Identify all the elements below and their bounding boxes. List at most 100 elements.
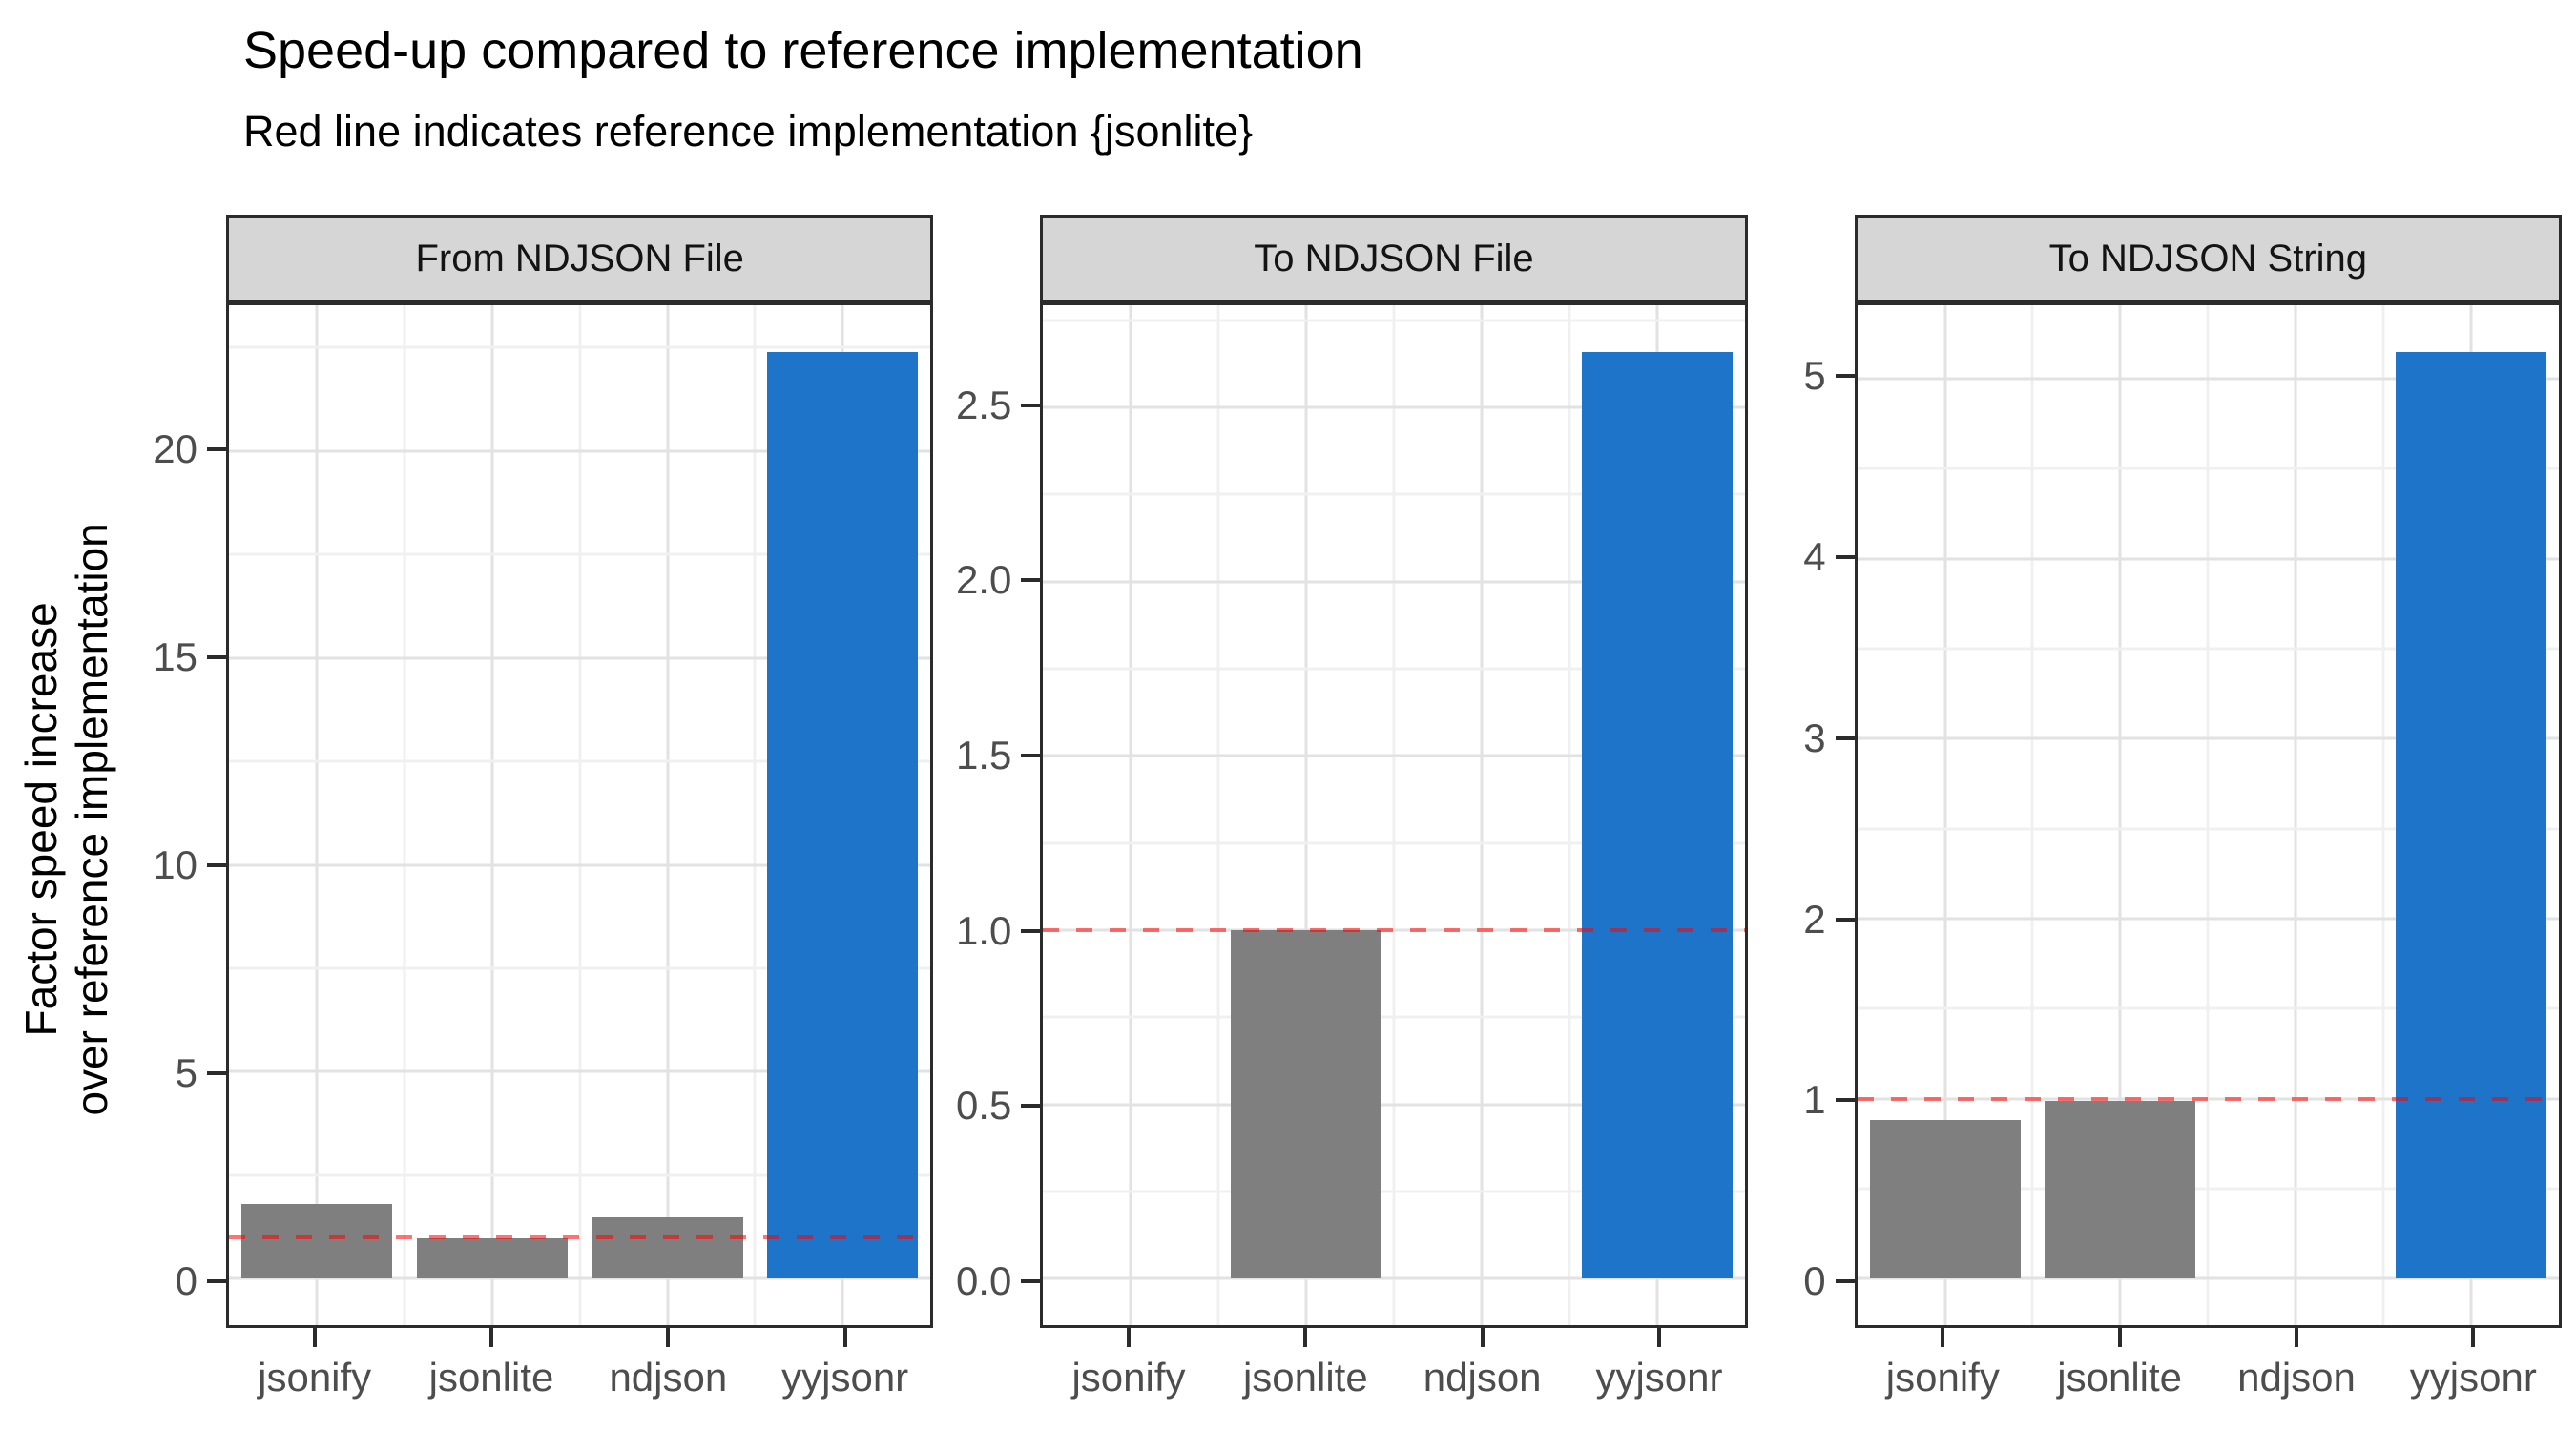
gridline-minor-h [1857, 827, 2559, 831]
y-tick-label: 2 [1803, 896, 1826, 942]
y-tick-label: 5 [1803, 353, 1826, 399]
gridline-minor-h [1043, 1190, 1745, 1193]
x-tick-label-jsonlite: jsonlite [1242, 1355, 1368, 1400]
x-tick-label-yyjsonr: yyjsonr [1595, 1355, 1723, 1400]
gridline-major-h [229, 863, 931, 867]
gridline-minor-h [1043, 841, 1745, 845]
x-tick-mark [842, 1328, 847, 1347]
y-axis-title-line2: over reference implementation [67, 523, 117, 1116]
gridline-major-v [666, 305, 670, 1325]
x-tick-label-yyjsonr: yyjsonr [781, 1355, 909, 1400]
gridline-minor-h [1857, 1187, 2559, 1191]
gridline-major-h [1043, 1103, 1745, 1107]
gridline-major-v [2118, 305, 2122, 1325]
gridline-major-v [1943, 305, 1947, 1325]
x-tick-label-jsonify: jsonify [1885, 1355, 2000, 1400]
y-tick-label: 0 [175, 1258, 197, 1304]
facet-strip-label: To NDJSON String [2048, 237, 2368, 280]
y-tick-label: 20 [153, 425, 197, 471]
x-tick-label-jsonify: jsonify [258, 1355, 372, 1400]
x-tick-label-jsonlite: jsonlite [2057, 1355, 2183, 1400]
bar-yyjsonr [1581, 351, 1733, 1279]
gridline-major-h [229, 449, 931, 453]
gridline-major-h [1043, 754, 1745, 757]
reference-line [229, 1235, 931, 1240]
gridline-major-v [1480, 305, 1484, 1325]
gridline-minor-v [1392, 305, 1396, 1325]
y-tick-label: 1.5 [955, 733, 1012, 778]
y-tick-mark [207, 1070, 226, 1075]
x-tick-label-yyjsonr: yyjsonr [2409, 1355, 2537, 1400]
facet-strip: To NDJSON String [1854, 215, 2562, 302]
gridline-major-h [1857, 377, 2559, 381]
x-tick-mark [1941, 1328, 1945, 1347]
gridline-major-h [229, 1276, 931, 1280]
gridline-major-h [1857, 557, 2559, 561]
gridline-minor-v [2206, 305, 2210, 1325]
y-axis-2: 0.0 0.5 1.0 1.5 2.0 2.5 [933, 215, 1041, 1424]
y-tick-label: 5 [175, 1049, 197, 1095]
gridline-minor-h [1043, 1015, 1745, 1019]
x-tick-label-ndjson: ndjson [2237, 1355, 2356, 1400]
bar-jsonify [240, 1204, 392, 1279]
x-tick-mark [2117, 1328, 2122, 1347]
x-axis: jsonify jsonlite ndjson yyjsonr [226, 1328, 933, 1420]
panel-column-1: From NDJSON File jsonify jsonlite ndjson yyj… [226, 215, 934, 1424]
gridline-minor-v [578, 305, 582, 1325]
gridline-minor-h [229, 552, 931, 556]
y-tick-mark [1021, 403, 1041, 407]
gridline-minor-v [403, 305, 406, 1325]
x-tick-mark [2471, 1328, 2476, 1347]
y-axis-title-line1: Factor speed increase [16, 602, 67, 1037]
bar-ndjson [592, 1217, 743, 1279]
y-tick-mark [1835, 555, 1855, 560]
reference-line [1043, 928, 1745, 933]
y-axis-1: 0 5 10 15 20 [119, 215, 226, 1424]
chart-title: Speed-up compared to reference implement… [243, 22, 1363, 79]
y-axis-title: Factor speed increase over reference imp… [14, 215, 119, 1424]
facets: 0 5 10 15 20 From NDJSON File jsonify jsonlite n… [119, 215, 2562, 1424]
facet-strip: To NDJSON File [1040, 215, 1748, 302]
x-tick-mark [2294, 1328, 2298, 1347]
y-tick-label: 3 [1803, 715, 1826, 760]
x-tick-mark [312, 1328, 317, 1347]
facet-strip-label: From NDJSON File [415, 237, 744, 280]
y-tick-mark [1835, 374, 1855, 379]
facet-strip-label: To NDJSON File [1254, 237, 1534, 280]
gridline-major-h [1043, 580, 1745, 584]
x-tick-mark [1480, 1328, 1485, 1347]
y-tick-label: 1.0 [955, 907, 1012, 953]
gridline-major-h [1857, 736, 2559, 740]
gridline-major-v [2294, 305, 2297, 1325]
gridline-minor-h [229, 1173, 931, 1177]
y-tick-label: 10 [153, 841, 197, 887]
y-tick-mark [207, 862, 226, 867]
facet-strip: From NDJSON File [226, 215, 934, 302]
gridline-major-v [1304, 305, 1308, 1325]
facet-panel-3: 0 1 2 3 4 5 To NDJSON String jsonify jsonlite ndj… [1748, 215, 2562, 1424]
gridline-minor-h [1857, 467, 2559, 470]
bar-yyjsonr [767, 351, 919, 1279]
gridline-major-h [1857, 1276, 2559, 1280]
y-tick-mark [207, 446, 226, 451]
plot-area [1040, 302, 1748, 1328]
y-tick-label: 0 [1803, 1258, 1826, 1304]
bar-jsonify [1869, 1120, 2021, 1279]
x-tick-label-jsonify: jsonify [1071, 1355, 1186, 1400]
y-tick-label: 0.5 [955, 1083, 1012, 1129]
x-tick-label-ndjson: ndjson [1423, 1355, 1542, 1400]
chart-row: Factor speed increase over reference imp… [14, 215, 2562, 1424]
y-tick-label: 0.0 [955, 1258, 1012, 1304]
facet-panel-2: 0.0 0.5 1.0 1.5 2.0 2.5 To NDJSON File jsonify j… [933, 215, 1748, 1424]
y-tick-mark [1021, 754, 1041, 758]
gridline-minor-h [1857, 1006, 2559, 1010]
y-tick-mark [1021, 1279, 1041, 1284]
gridline-major-h [1857, 917, 2559, 921]
gridline-minor-v [753, 305, 757, 1325]
bar-jsonlite [416, 1238, 568, 1279]
y-tick-label: 1 [1803, 1077, 1826, 1123]
gridline-major-v [1129, 305, 1132, 1325]
facet-panel-1: 0 5 10 15 20 From NDJSON File jsonify jsonlite n… [119, 215, 934, 1424]
plot-area [1854, 302, 2562, 1328]
